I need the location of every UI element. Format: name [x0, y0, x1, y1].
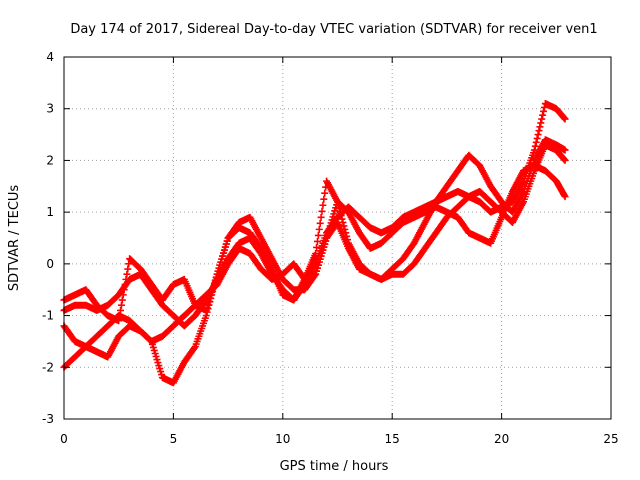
x-tick-label: 0	[60, 432, 68, 446]
plot-frame	[63, 56, 612, 420]
x-tick-label: 15	[385, 432, 400, 446]
y-tick-label: 2	[46, 153, 54, 167]
x-tick-label: 10	[275, 432, 290, 446]
y-axis-label: SDTVAR / TECUs	[7, 185, 22, 292]
axis-ticks: 0 5 10 15 20 25 -3 -2 -1 0 1 2 3 4	[42, 50, 619, 446]
x-tick-label: 25	[603, 432, 618, 446]
data-series	[60, 100, 569, 387]
x-tick-label: 20	[494, 432, 509, 446]
y-tick-label: 4	[46, 50, 54, 64]
series-markers	[60, 100, 569, 330]
series-track-4	[60, 136, 569, 325]
y-tick-label: 3	[46, 102, 54, 116]
y-tick-label: 0	[46, 257, 54, 271]
y-tick-label: 1	[46, 205, 54, 219]
chart-title: Day 174 of 2017, Sidereal Day-to-day VTE…	[70, 22, 597, 37]
y-tick-label: -3	[42, 412, 54, 426]
grid-lines	[64, 57, 611, 419]
x-tick-label: 5	[170, 432, 178, 446]
series-track-1	[60, 100, 569, 330]
x-axis-label: GPS time / hours	[280, 459, 389, 474]
series-track-3	[60, 141, 569, 361]
y-tick-label: -1	[42, 309, 54, 323]
y-tick-label: -2	[42, 360, 54, 374]
series-markers	[60, 136, 569, 325]
series-markers	[60, 141, 569, 361]
